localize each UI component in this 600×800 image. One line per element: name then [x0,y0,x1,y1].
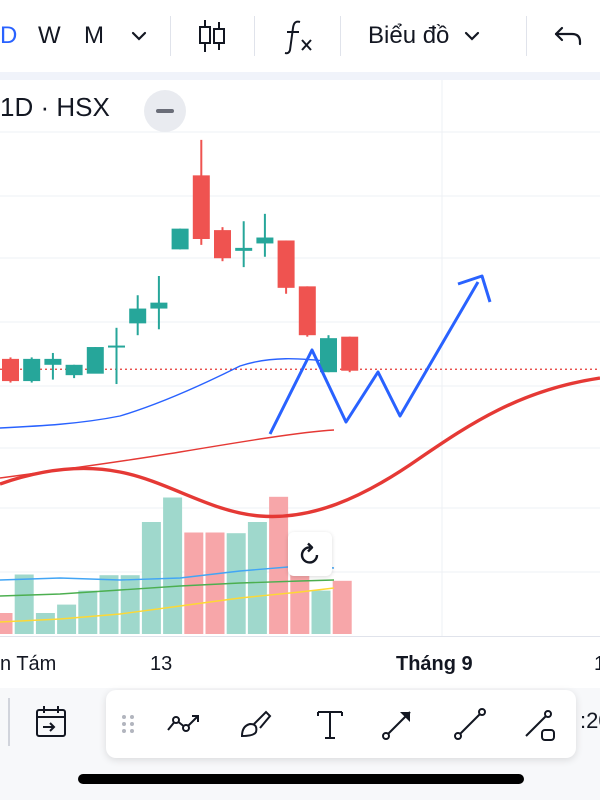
candle-body [44,358,62,365]
candle-body [65,364,83,376]
symbol-legend: 1D · HSX [0,92,110,122]
volume-ma-line [0,579,335,597]
indicators-button[interactable] [282,14,316,58]
volume-bar [163,497,183,634]
candle-body [341,336,359,371]
chart-type-label: Biểu đồ [368,22,450,49]
time-label: Tháng 9 [396,653,473,675]
toolbar-divider [340,16,341,56]
candle-body [108,345,125,348]
volume-bar [269,496,289,634]
volume-bar [247,522,267,634]
toolbar-separator [0,72,600,80]
function-icon [284,20,312,55]
candle-body [129,308,147,324]
time-axis[interactable]: n Tám 13 Tháng 9 1 [0,636,600,689]
candle-body [86,347,104,374]
candle-body [150,302,168,309]
toolbar-divider [254,16,255,56]
interval-d-button[interactable]: D [0,14,17,58]
calendar-goto-icon [36,706,66,737]
minus-icon [156,109,174,113]
candle-body [235,247,253,251]
line-icon[interactable] [450,704,490,744]
volume-bar [205,532,225,634]
candle-body [171,228,189,250]
reset-chart-button[interactable] [288,532,332,576]
ray-icon[interactable] [518,704,558,744]
candlestick-icon [199,20,225,52]
time-label: n Tám [0,653,57,675]
time-label: 1 [594,653,600,675]
volume-ma-line [0,587,335,623]
volume-bar [78,590,98,634]
divider [8,698,10,746]
candle-body [320,338,337,373]
interval-m-button[interactable]: M [84,14,104,58]
toolbar-divider [170,16,171,56]
chart-type-dropdown[interactable]: Biểu đồ [368,14,483,58]
collapse-legend-button[interactable] [144,90,186,132]
interval-dropdown-button[interactable] [128,14,150,58]
volume-bar [57,604,77,634]
chart-style-button[interactable] [196,14,228,58]
ma-long-line [0,376,600,519]
brush-icon[interactable] [236,704,276,744]
volume-bar [311,590,331,634]
trend-line-icon[interactable] [164,704,204,744]
candle-body [2,358,19,382]
time-readout: :20 [580,708,600,733]
candle-body [214,230,231,259]
drawn-projection-line [268,281,480,435]
interval-w-label: W [38,22,61,49]
volume-bar [332,580,352,634]
ma-short-line [0,358,335,429]
drawing-toolbar [106,690,576,758]
undo-icon [554,26,582,46]
reset-icon [300,542,319,564]
ma-mid-line [0,429,335,479]
candle-body [298,286,316,336]
volume-bar [184,532,204,634]
volume-bar [141,522,161,634]
chevron-down-icon [465,31,480,41]
undo-button[interactable] [552,14,584,58]
volume-bar [99,575,119,634]
volume-bar [35,613,55,634]
toolbar-divider [526,16,527,56]
date-range-button[interactable] [32,704,70,747]
home-indicator [78,774,524,784]
candle-body [23,358,41,382]
interval-m-label: M [84,22,104,49]
volume-bar [14,574,34,634]
interval-d-label: D [0,22,18,49]
price-chart[interactable] [0,80,600,636]
volume-bar [120,575,140,634]
chart-toolbar: D W M Biểu đồ [0,0,600,72]
volume-bar [0,613,13,634]
text-icon[interactable] [310,704,350,744]
chevron-down-icon [131,31,147,41]
candle-body [256,237,274,244]
time-label: 13 [150,653,173,675]
drag-handle-icon[interactable] [116,704,140,744]
interval-w-button[interactable]: W [38,14,61,58]
candle-body [277,240,295,288]
arrow-icon[interactable] [378,704,418,744]
candle-body [192,175,210,239]
drawn-arrowhead [457,274,492,303]
